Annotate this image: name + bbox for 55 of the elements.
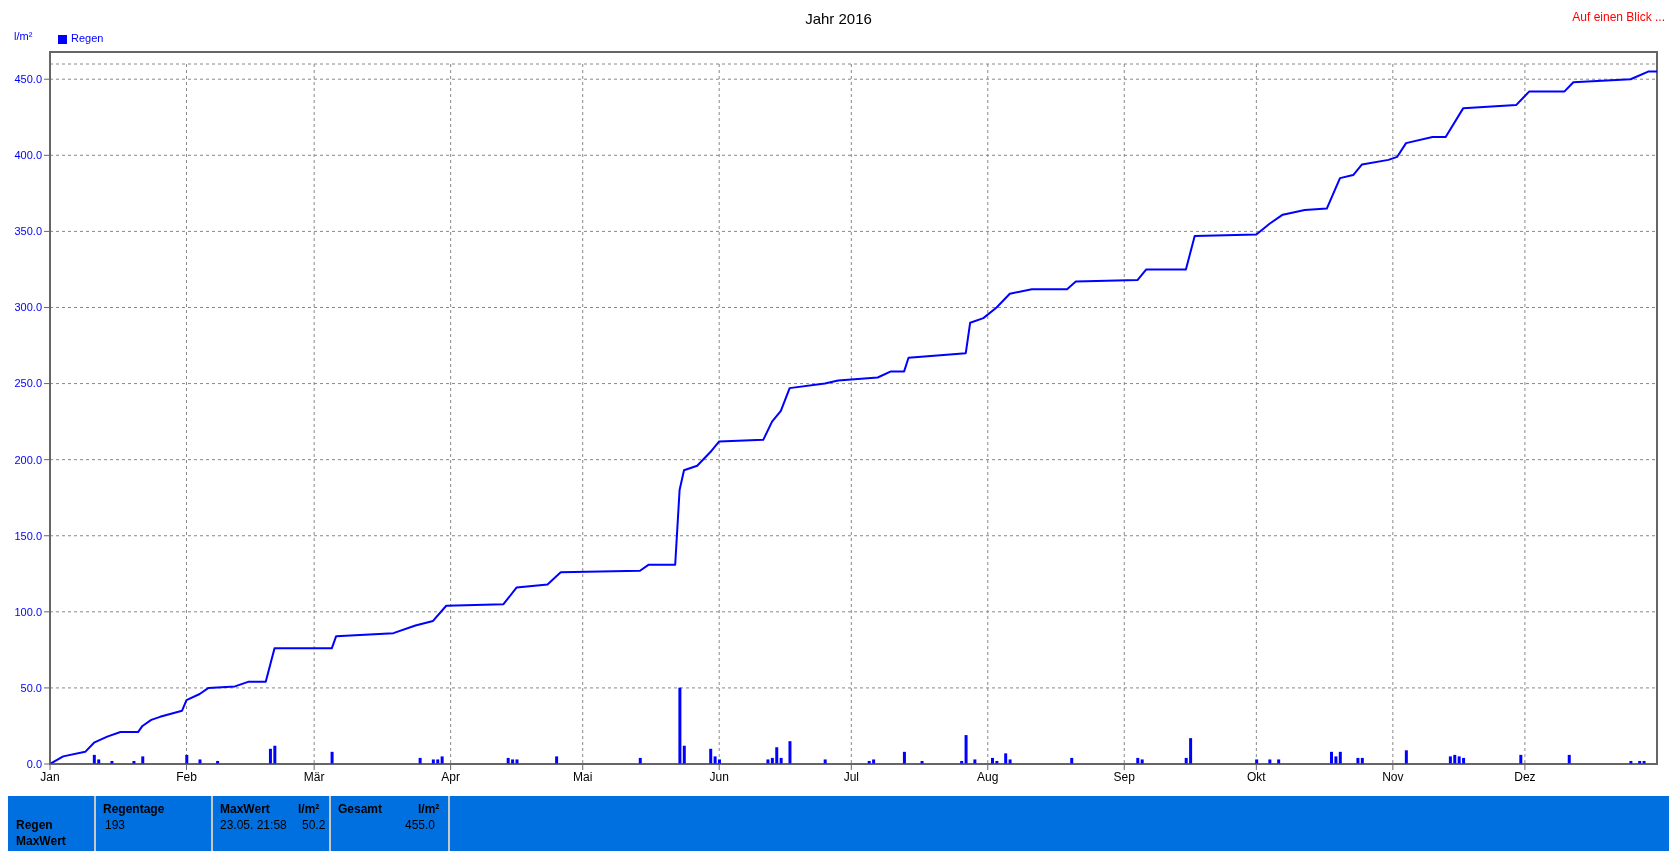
bar <box>273 745 277 764</box>
bar <box>678 687 682 764</box>
y-tick-label: 50.0 <box>20 681 42 694</box>
x-tick-label: Jun <box>709 769 729 784</box>
y-tick-label: 200.0 <box>14 453 42 466</box>
text: l/m² <box>418 802 440 816</box>
y-tick-label: 100.0 <box>14 605 42 618</box>
y-tick-label: 450.0 <box>14 73 42 86</box>
y-tick-label: 350.0 <box>14 225 42 238</box>
text: Regen <box>16 818 53 832</box>
text: 193 <box>105 818 126 832</box>
y-tick-label: 400.0 <box>14 149 42 162</box>
bar <box>1189 738 1193 764</box>
x-tick-label: Nov <box>1382 769 1404 784</box>
bar <box>268 748 272 764</box>
bar <box>440 756 444 764</box>
x-tick-label: Dez <box>1514 769 1536 784</box>
text: 455.0 <box>405 818 436 832</box>
y-tick-label: 0.0 <box>26 757 42 770</box>
bar <box>1004 753 1008 764</box>
bar <box>555 756 559 764</box>
x-tick-label: Jul <box>843 769 859 784</box>
text: 23.05. 21:58 <box>220 818 287 832</box>
bar <box>141 756 145 764</box>
bar <box>1448 756 1452 764</box>
bar <box>709 748 713 764</box>
y-tick-label: 250.0 <box>14 377 42 390</box>
x-tick-label: Sep <box>1113 769 1136 784</box>
x-tick-label: Aug <box>977 769 999 784</box>
text: MaxWert <box>16 834 66 848</box>
y-axis-title: l/m² <box>14 30 33 42</box>
bar <box>682 745 686 764</box>
bar <box>775 747 779 764</box>
bar <box>1404 750 1408 764</box>
text: Regentage <box>103 802 165 816</box>
x-tick-label: Jan <box>40 769 60 784</box>
x-tick-label: Okt <box>1247 769 1267 784</box>
y-tick-label: 150.0 <box>14 529 42 542</box>
chart-title: Jahr 2016 <box>805 10 872 27</box>
text: Gesamt <box>338 802 383 816</box>
bar <box>713 756 717 764</box>
text: MaxWert <box>220 802 270 816</box>
text: 50.2 <box>302 818 326 832</box>
bar <box>964 735 968 764</box>
text: l/m² <box>298 802 320 816</box>
legend-label: Regen <box>71 32 104 44</box>
bar <box>1457 756 1461 764</box>
bar <box>788 741 792 764</box>
text: Auf einen Blick ... <box>1572 10 1665 24</box>
bar <box>1334 756 1338 764</box>
x-tick-label: Mai <box>573 769 593 784</box>
x-tick-label: Apr <box>441 769 460 784</box>
x-tick-label: Feb <box>176 769 198 784</box>
y-tick-label: 300.0 <box>14 301 42 314</box>
x-tick-label: Mär <box>303 769 325 784</box>
